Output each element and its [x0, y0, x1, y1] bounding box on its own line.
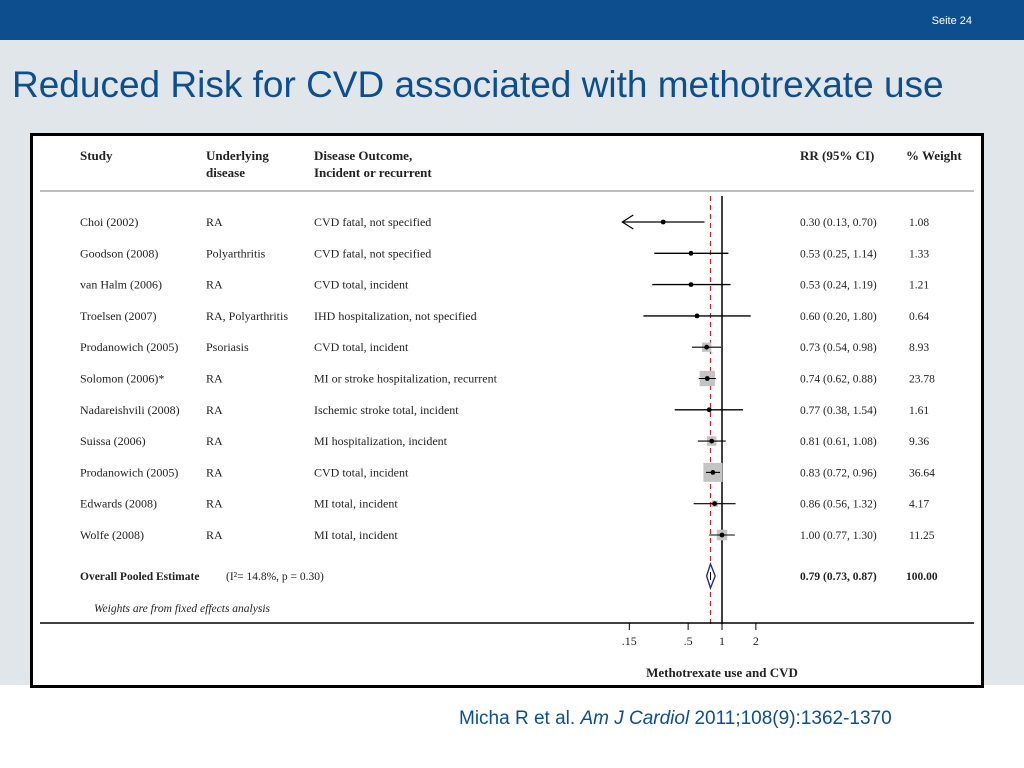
col-header-weight: % Weight	[906, 148, 962, 163]
weight-text: 1.61	[909, 405, 929, 417]
rr-ci-text: 0.86 (0.56, 1.32)	[800, 499, 877, 511]
rr-ci-text: 0.77 (0.38, 1.54)	[800, 405, 877, 417]
disease-outcome: MI or stroke hospitalization, recurrent	[314, 372, 498, 386]
rr-ci-text: 0.60 (0.20, 1.80)	[800, 311, 877, 323]
disease-outcome: CVD total, incident	[314, 465, 409, 479]
point-estimate	[694, 313, 700, 319]
forest-plot-figure: Study Underlying disease Disease Outcome, In…	[30, 133, 984, 688]
heterogeneity: (I²= 14.8%, p = 0.30)	[226, 571, 324, 583]
study-name: Nadareishvili (2008)	[80, 403, 180, 417]
weight-text: 36.64	[909, 467, 935, 479]
overall-weight-text: 100.00	[906, 571, 938, 583]
header-bar: Seite 24	[0, 0, 1024, 40]
study-name: Suissa (2006)	[80, 434, 146, 448]
study-name: van Halm (2006)	[80, 278, 162, 292]
study-name: Troelsen (2007)	[80, 309, 157, 323]
weight-text: 8.93	[909, 342, 929, 354]
x-axis-label: Methotrexate use and CVD	[646, 665, 798, 680]
underlying-disease: RA	[206, 528, 223, 542]
disease-outcome: MI total, incident	[314, 528, 398, 542]
page-number: Seite 24	[931, 15, 972, 27]
citation: Micha R et al. Am J Cardiol 2011;108(9):…	[459, 708, 892, 730]
x-tick-label: 1	[719, 634, 725, 648]
point-estimate	[719, 532, 725, 538]
col-header-study: Study	[80, 148, 113, 163]
point-estimate	[712, 501, 718, 507]
slide-title: Reduced Risk for CVD associated with met…	[12, 64, 944, 105]
disease-outcome: CVD fatal, not specified	[314, 215, 431, 229]
rr-ci-text: 1.00 (0.77, 1.30)	[800, 530, 877, 542]
underlying-disease: RA, Polyarthritis	[206, 309, 288, 323]
underlying-disease: RA	[206, 465, 223, 479]
col-header-rr: RR (95% CI)	[800, 148, 874, 163]
truncation-arrow	[621, 214, 634, 230]
col-header-outcome: Incident or recurrent	[314, 165, 432, 180]
rr-ci-text: 0.83 (0.72, 0.96)	[800, 467, 877, 479]
weight-text: 1.21	[909, 280, 929, 292]
rr-ci-text: 0.73 (0.54, 0.98)	[800, 342, 877, 354]
rr-ci-text: 0.81 (0.61, 1.08)	[800, 436, 877, 448]
weight-text: 23.78	[909, 374, 935, 386]
point-estimate	[709, 438, 715, 444]
point-estimate	[688, 282, 694, 287]
rr-ci-text: 0.30 (0.13, 0.70)	[800, 217, 877, 229]
point-estimate	[710, 470, 716, 475]
x-tick-label: 2	[753, 634, 759, 648]
disease-outcome: CVD fatal, not specified	[314, 246, 431, 260]
x-tick-label: .5	[684, 634, 693, 648]
weight-text: 9.36	[909, 436, 929, 448]
point-estimate	[706, 407, 712, 413]
col-header-outcome: Disease Outcome,	[314, 148, 412, 163]
weight-text: 1.08	[909, 217, 929, 229]
study-name: Edwards (2008)	[80, 497, 157, 511]
study-name: Prodanowich (2005)	[80, 340, 178, 354]
study-name: Wolfe (2008)	[80, 528, 144, 542]
disease-outcome: IHD hospitalization, not specified	[314, 309, 477, 323]
footnote: Weights are from fixed effects analysis	[94, 603, 271, 615]
study-name: Prodanowich (2005)	[80, 465, 178, 479]
underlying-disease: RA	[206, 497, 223, 511]
underlying-disease: RA	[206, 372, 223, 386]
citation-authors: Micha R et al.	[459, 708, 576, 729]
point-estimate	[704, 376, 710, 381]
study-name: Choi (2002)	[80, 215, 138, 229]
citation-journal: Am J Cardiol	[580, 708, 690, 729]
point-estimate	[704, 344, 710, 350]
disease-outcome: CVD total, incident	[314, 340, 409, 354]
underlying-disease: Psoriasis	[206, 340, 249, 354]
underlying-disease: RA	[206, 215, 223, 229]
underlying-disease: RA	[206, 403, 223, 417]
point-estimate	[660, 219, 666, 225]
col-header-disease: Underlying	[206, 148, 269, 163]
weight-text: 4.17	[909, 499, 929, 511]
rr-ci-text: 0.53 (0.24, 1.19)	[800, 280, 877, 292]
disease-outcome: MI hospitalization, incident	[314, 434, 448, 448]
forest-plot-svg: Study Underlying disease Disease Outcome, In…	[40, 148, 974, 680]
x-tick-label: .15	[622, 634, 637, 648]
disease-outcome: Ischemic stroke total, incident	[314, 403, 459, 417]
disease-outcome: MI total, incident	[314, 497, 398, 511]
study-name: Solomon (2006)*	[80, 372, 164, 386]
underlying-disease: RA	[206, 434, 223, 448]
study-name: Goodson (2008)	[80, 246, 158, 260]
disease-outcome: CVD total, incident	[314, 278, 409, 292]
overall-rr-text: 0.79 (0.73, 0.87)	[800, 571, 877, 583]
overall-label: Overall Pooled Estimate	[80, 571, 199, 583]
col-header-disease: disease	[206, 165, 245, 180]
weight-text: 0.64	[909, 311, 929, 323]
weight-text: 1.33	[909, 248, 929, 260]
rr-ci-text: 0.74 (0.62, 0.88)	[800, 374, 877, 386]
citation-reference: 2011;108(9):1362-1370	[694, 708, 892, 729]
rr-ci-text: 0.53 (0.25, 1.14)	[800, 248, 877, 260]
underlying-disease: RA	[206, 278, 223, 292]
point-estimate	[688, 250, 694, 256]
underlying-disease: Polyarthritis	[206, 246, 266, 260]
weight-text: 11.25	[909, 530, 935, 542]
